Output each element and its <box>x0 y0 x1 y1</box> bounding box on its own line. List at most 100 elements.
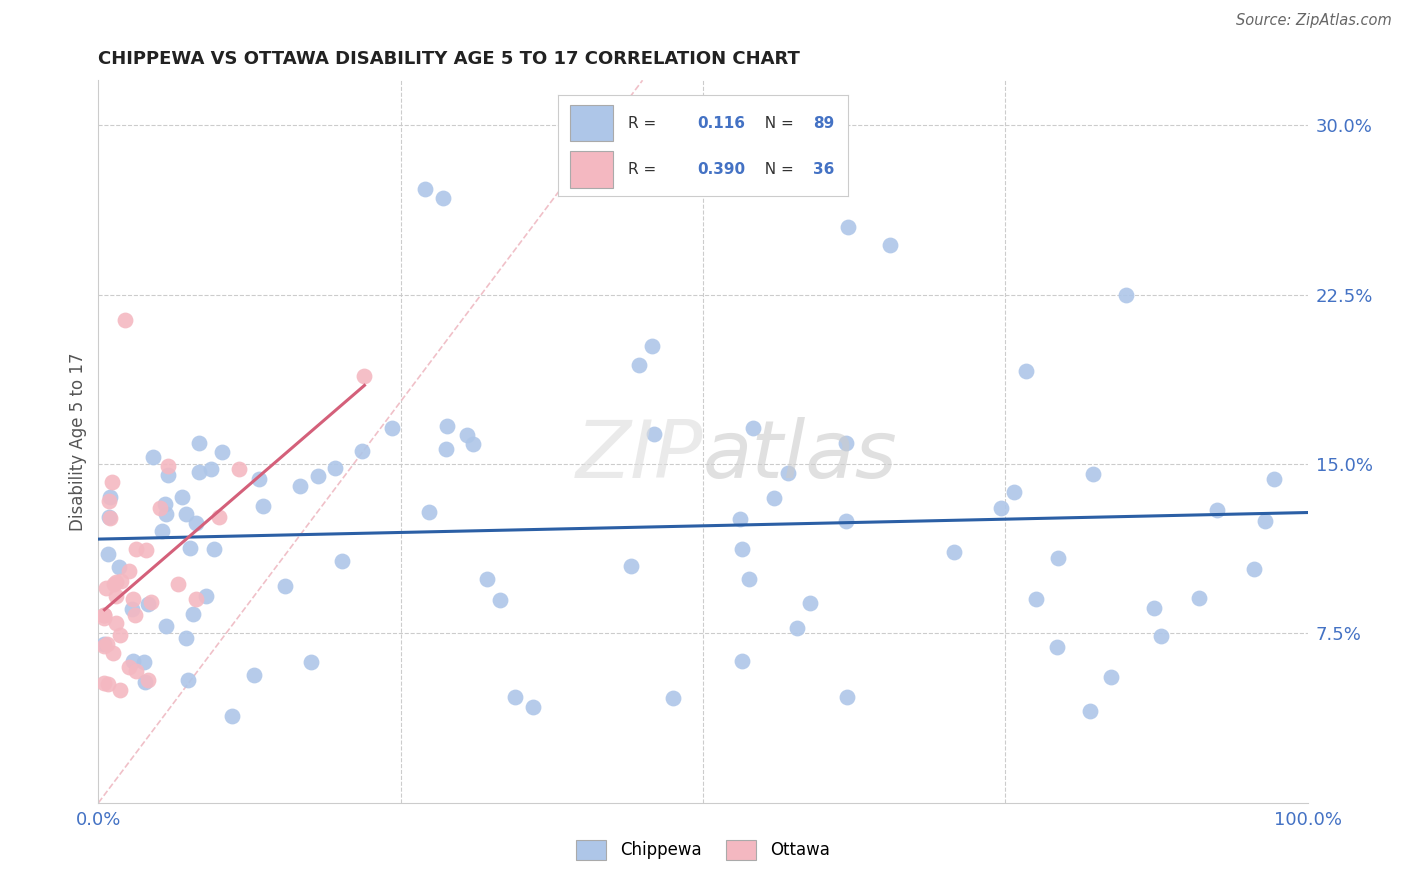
Point <box>174 507 197 521</box>
Point <box>413 181 436 195</box>
Point <box>352 444 374 458</box>
Point <box>323 460 346 475</box>
Y-axis label: Disability Age 5 to 17: Disability Age 5 to 17 <box>69 352 87 531</box>
Point <box>738 572 761 586</box>
Point <box>179 541 201 555</box>
Point <box>194 589 217 603</box>
Point <box>620 558 643 573</box>
Point <box>1015 364 1038 378</box>
Point <box>243 668 266 682</box>
Point <box>837 690 859 704</box>
Point <box>1115 287 1137 301</box>
Point <box>174 631 197 645</box>
Point <box>124 608 146 623</box>
Point <box>114 312 136 326</box>
Point <box>188 465 211 479</box>
Point <box>103 646 125 660</box>
Point <box>489 592 512 607</box>
Point <box>728 512 751 526</box>
Point <box>942 545 965 559</box>
Point <box>134 675 156 690</box>
Point <box>247 473 270 487</box>
Point <box>661 690 683 705</box>
Point <box>93 636 115 650</box>
Point <box>1253 514 1275 528</box>
Point <box>1187 591 1209 605</box>
Point <box>834 515 856 529</box>
Point <box>228 462 250 476</box>
Point <box>118 564 141 578</box>
Point <box>307 468 329 483</box>
Point <box>643 427 665 442</box>
Point <box>778 466 800 480</box>
Point <box>330 554 353 568</box>
Point <box>103 576 125 591</box>
Point <box>98 491 121 505</box>
Point <box>211 444 233 458</box>
Point <box>990 500 1012 515</box>
Point <box>167 577 190 591</box>
Point <box>202 541 225 556</box>
Point <box>461 437 484 451</box>
Point <box>97 677 120 691</box>
Point <box>381 421 404 435</box>
Point <box>436 419 458 434</box>
Point <box>1243 562 1265 576</box>
Point <box>475 572 498 586</box>
Point <box>837 220 859 235</box>
Legend: Chippewa, Ottawa: Chippewa, Ottawa <box>569 833 837 867</box>
Point <box>96 637 118 651</box>
Point <box>110 574 132 589</box>
Point <box>1150 629 1173 643</box>
Point <box>786 621 808 635</box>
Point <box>1263 472 1285 486</box>
Point <box>94 581 117 595</box>
Point <box>252 499 274 513</box>
Text: Source: ZipAtlas.com: Source: ZipAtlas.com <box>1236 13 1392 29</box>
Point <box>730 541 752 556</box>
Point <box>122 654 145 668</box>
Point <box>879 238 901 252</box>
Point <box>181 607 204 622</box>
Point <box>93 675 115 690</box>
Point <box>274 579 297 593</box>
Point <box>436 442 458 457</box>
Point <box>104 574 127 589</box>
Point <box>153 497 176 511</box>
Point <box>730 654 752 668</box>
Point <box>186 516 208 531</box>
Point <box>93 607 115 622</box>
Point <box>150 524 173 538</box>
Point <box>97 547 120 561</box>
Point <box>93 611 115 625</box>
Point <box>200 462 222 476</box>
Point <box>799 596 821 610</box>
Point <box>104 616 127 631</box>
Point <box>149 501 172 516</box>
Point <box>141 595 163 609</box>
Point <box>98 509 121 524</box>
Point <box>98 494 121 508</box>
Point <box>522 700 544 714</box>
Point <box>118 660 141 674</box>
Point <box>188 435 211 450</box>
Point <box>93 607 115 622</box>
Point <box>136 673 159 687</box>
Point <box>121 602 143 616</box>
Point <box>156 459 179 474</box>
Point <box>627 358 650 372</box>
Point <box>136 598 159 612</box>
Point <box>1046 640 1069 654</box>
Point <box>155 507 177 521</box>
Point <box>108 682 131 697</box>
Point <box>125 664 148 678</box>
Point <box>221 709 243 723</box>
Point <box>288 479 311 493</box>
Point <box>125 541 148 556</box>
Point <box>155 619 177 633</box>
Point <box>432 191 454 205</box>
Text: atlas: atlas <box>703 417 898 495</box>
Point <box>641 339 664 353</box>
Point <box>93 639 115 653</box>
Point <box>1081 467 1104 482</box>
